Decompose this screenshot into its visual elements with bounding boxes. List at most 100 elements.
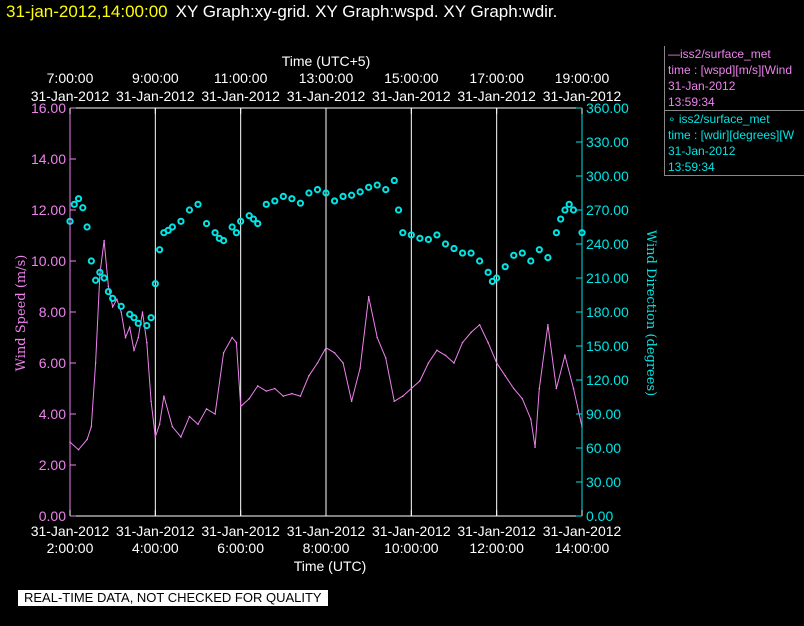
- x-tick-time-top: 15:00:00: [384, 70, 439, 86]
- x-tick-date-top: 31-Jan-2012: [116, 88, 195, 104]
- wdir-point: [220, 237, 228, 245]
- wspd-point: [103, 239, 105, 242]
- wspd-point: [163, 395, 165, 397]
- wdir-point: [339, 192, 347, 200]
- x-tick-time-top: 13:00:00: [299, 70, 354, 86]
- wdir-point: [394, 206, 403, 214]
- wspd-point: [564, 354, 566, 357]
- wdir-point: [151, 280, 159, 288]
- x-tick-time-bottom: 12:00:00: [469, 540, 524, 556]
- wdir-point: [458, 249, 467, 257]
- wspd-point: [274, 387, 276, 390]
- legend-wdir-time: 13:59:34: [668, 160, 715, 174]
- legend-wspd-date: 31-Jan-2012: [668, 79, 736, 93]
- wdir-point: [147, 314, 155, 322]
- wdir-point: [245, 212, 253, 220]
- wspd-point: [547, 323, 549, 326]
- wdir-point: [109, 294, 117, 302]
- y-left-tick-label: 16.00: [31, 100, 66, 116]
- wdir-point: [348, 191, 356, 199]
- wspd-point: [137, 336, 140, 339]
- wdir-point: [569, 206, 578, 214]
- legend: —iss2/surface_met time : [wspd][m/s][Win…: [664, 46, 804, 176]
- wdir-point: [365, 183, 373, 191]
- wspd-point: [154, 436, 157, 438]
- wdir-point: [156, 246, 164, 254]
- wspd-point: [256, 385, 259, 387]
- wdir-point: [271, 197, 279, 205]
- wdir-point: [202, 220, 211, 228]
- wspd-point: [265, 390, 268, 392]
- wdir-point: [518, 249, 526, 257]
- wspd-point: [141, 311, 144, 313]
- wdir-point: [104, 288, 113, 296]
- wspd-point: [90, 425, 93, 428]
- x-axis-title: Time (UTC): [294, 558, 367, 574]
- wspd-point: [107, 285, 110, 288]
- y-right-tick-label: 120.00: [586, 372, 629, 388]
- wdir-point: [70, 200, 78, 208]
- wdir-point: [557, 215, 565, 223]
- wspd-point: [222, 352, 225, 354]
- wdir-point: [211, 229, 219, 237]
- x-tick-time-bottom: 8:00:00: [303, 540, 350, 556]
- wspd-point: [512, 387, 515, 390]
- x-tick-date-bottom: 31-Jan-2012: [372, 523, 451, 539]
- legend-wdir-var: time : [wdir][degrees][W: [668, 128, 795, 142]
- wspd-point: [333, 352, 336, 354]
- wspd-point: [205, 408, 208, 410]
- x-tick-time-top: 9:00:00: [132, 70, 179, 86]
- x-tick-date-bottom: 31-Jan-2012: [287, 523, 366, 539]
- wspd-point: [453, 362, 455, 364]
- wdir-point: [467, 249, 475, 257]
- wspd-point: [308, 374, 310, 377]
- wspd-point: [171, 425, 174, 428]
- chart-grid: [154, 108, 498, 516]
- wspd-series: [69, 239, 583, 451]
- wdir-point: [262, 200, 270, 208]
- wspd-line: [69, 240, 583, 451]
- wdir-point: [126, 310, 134, 318]
- wspd-point: [470, 331, 472, 334]
- wspd-point: [231, 336, 233, 339]
- wdir-series: [66, 176, 586, 330]
- wspd-point: [150, 400, 152, 403]
- wspd-point: [111, 306, 114, 308]
- wdir-point: [249, 215, 258, 223]
- wdir-point: [130, 314, 138, 322]
- x-tick-time-bottom: 10:00:00: [384, 540, 439, 556]
- x-tick-date-top: 31-Jan-2012: [201, 88, 280, 104]
- wspd-point: [291, 392, 293, 395]
- y-left-tick-label: 14.00: [31, 151, 66, 167]
- wdir-point: [476, 257, 484, 265]
- wspd-point: [128, 326, 131, 329]
- x-tick-date-bottom: 31-Jan-2012: [31, 523, 110, 539]
- wdir-point: [493, 274, 501, 282]
- wdir-point: [510, 251, 518, 259]
- y-left-tick-label: 0.00: [39, 508, 66, 524]
- wdir-point: [87, 257, 95, 265]
- wdir-point: [433, 231, 441, 239]
- legend-wdir-date: 31-Jan-2012: [668, 144, 736, 158]
- wdir-point: [527, 257, 535, 265]
- wspd-point: [504, 374, 507, 377]
- wdir-point: [254, 220, 262, 228]
- y-axis-left-title: Wind Speed (m/s): [14, 255, 29, 372]
- wspd-point: [94, 362, 97, 364]
- wspd-point: [359, 367, 361, 369]
- wspd-point: [402, 395, 404, 397]
- wdir-point: [373, 181, 381, 189]
- wdir-point: [561, 206, 569, 214]
- wdir-point: [552, 229, 561, 237]
- y-left-tick-label: 8.00: [39, 304, 66, 320]
- wspd-point: [436, 349, 438, 352]
- wspd-point: [120, 311, 122, 313]
- y-right-tick-label: 30.00: [586, 474, 621, 490]
- wspd-point: [495, 362, 498, 364]
- wdir-point: [441, 240, 450, 248]
- wdir-point: [416, 234, 424, 242]
- wspd-point: [444, 354, 447, 357]
- wdir-point: [322, 189, 330, 197]
- wdir-point: [74, 195, 83, 203]
